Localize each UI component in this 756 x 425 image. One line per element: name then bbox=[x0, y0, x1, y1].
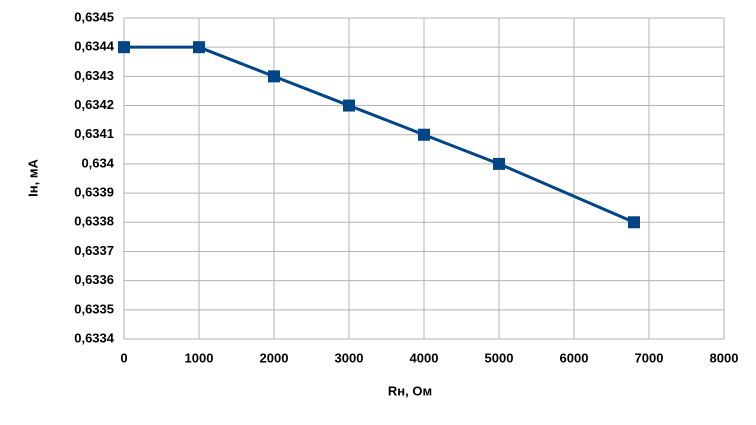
x-tick-label: 0 bbox=[120, 350, 127, 365]
y-tick-label: 0,6343 bbox=[74, 68, 114, 83]
marker bbox=[193, 41, 205, 54]
y-tick-label: 0,6339 bbox=[74, 185, 114, 200]
y-tick-label: 0,6342 bbox=[74, 97, 114, 112]
y-tick-label: 0,6336 bbox=[74, 272, 114, 287]
x-tick-label: 2000 bbox=[260, 350, 289, 365]
x-axis-label: Rн, Ом bbox=[388, 383, 432, 398]
x-tick-label: 6000 bbox=[560, 350, 589, 365]
marker bbox=[268, 70, 280, 83]
marker bbox=[493, 157, 505, 170]
y-tick-label: 0,634 bbox=[81, 155, 114, 170]
y-tick-label: 0,6344 bbox=[74, 39, 115, 54]
y-axis-label: Iн, мА bbox=[25, 159, 40, 197]
marker bbox=[628, 216, 640, 229]
x-tick-label: 4000 bbox=[410, 350, 439, 365]
x-tick-label: 5000 bbox=[485, 350, 514, 365]
y-tick-label: 0,6334 bbox=[74, 330, 115, 345]
marker bbox=[118, 41, 130, 54]
y-tick-label: 0,6337 bbox=[74, 243, 114, 258]
marker bbox=[418, 128, 430, 141]
x-tick-label: 7000 bbox=[635, 350, 664, 365]
y-tick-label: 0,6338 bbox=[74, 214, 114, 229]
x-tick-label: 1000 bbox=[185, 350, 214, 365]
y-tick-label: 0,6335 bbox=[74, 301, 114, 316]
x-tick-label: 8000 bbox=[710, 350, 739, 365]
y-tick-label: 0,6345 bbox=[74, 9, 114, 24]
y-tick-label: 0,6341 bbox=[74, 126, 114, 141]
marker bbox=[343, 99, 355, 112]
x-tick-label: 3000 bbox=[335, 350, 364, 365]
